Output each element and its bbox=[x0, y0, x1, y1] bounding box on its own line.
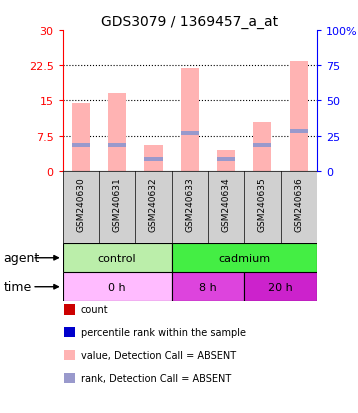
Bar bbox=[144, 158, 163, 161]
Text: rank, Detection Call = ABSENT: rank, Detection Call = ABSENT bbox=[81, 373, 231, 383]
Bar bbox=[181, 69, 199, 171]
Text: GSM240633: GSM240633 bbox=[185, 177, 194, 231]
Bar bbox=[171, 273, 244, 301]
Text: time: time bbox=[4, 280, 32, 294]
Bar bbox=[244, 273, 317, 301]
Text: 0 h: 0 h bbox=[108, 282, 126, 292]
Bar bbox=[63, 244, 171, 273]
Bar bbox=[72, 104, 90, 171]
Text: 8 h: 8 h bbox=[199, 282, 217, 292]
Title: GDS3079 / 1369457_a_at: GDS3079 / 1369457_a_at bbox=[101, 14, 278, 28]
Bar bbox=[108, 94, 126, 171]
Bar bbox=[108, 144, 126, 147]
Bar bbox=[181, 132, 199, 136]
Text: GSM240634: GSM240634 bbox=[222, 177, 231, 231]
Text: GSM240630: GSM240630 bbox=[76, 177, 85, 231]
Text: value, Detection Call = ABSENT: value, Detection Call = ABSENT bbox=[81, 350, 236, 360]
Text: GSM240635: GSM240635 bbox=[258, 177, 267, 231]
Bar bbox=[253, 144, 271, 147]
Text: 20 h: 20 h bbox=[268, 282, 293, 292]
Bar bbox=[217, 158, 235, 161]
Text: cadmium: cadmium bbox=[218, 253, 270, 263]
Bar bbox=[63, 273, 171, 301]
Bar bbox=[217, 150, 235, 171]
Bar bbox=[144, 146, 163, 171]
Text: agent: agent bbox=[4, 252, 40, 265]
Bar bbox=[72, 144, 90, 147]
Text: GSM240631: GSM240631 bbox=[113, 177, 122, 231]
Text: percentile rank within the sample: percentile rank within the sample bbox=[81, 328, 246, 337]
Text: GSM240632: GSM240632 bbox=[149, 177, 158, 231]
Bar bbox=[253, 122, 271, 171]
Text: GSM240636: GSM240636 bbox=[294, 177, 303, 231]
Bar bbox=[171, 244, 317, 273]
Bar bbox=[290, 130, 308, 133]
Text: count: count bbox=[81, 305, 108, 315]
Bar bbox=[290, 62, 308, 171]
Text: control: control bbox=[98, 253, 136, 263]
